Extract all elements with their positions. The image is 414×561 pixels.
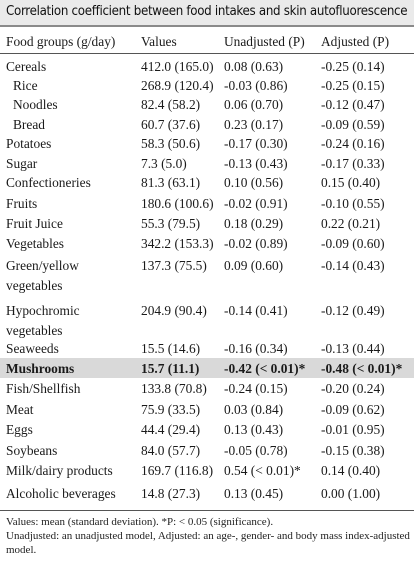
cell-values: 204.9 (90.4) [141, 303, 207, 318]
cell-food: Potatoes [6, 136, 52, 151]
cell-food: Soybeans [6, 443, 58, 458]
cell-unadjusted: -0.02 (0.91) [224, 196, 288, 211]
cell-values: 58.3 (50.6) [141, 136, 201, 151]
cell-values: 75.9 (33.5) [141, 402, 201, 417]
cell-adjusted: 0.22 (0.21) [321, 216, 381, 231]
cell-food-line2: vegetables [6, 278, 63, 293]
cell-unadjusted: -0.03 (0.86) [224, 78, 288, 93]
cell-food: Seaweeds [6, 341, 59, 356]
col-header-values: Values [141, 34, 177, 49]
cell-values: 268.9 (120.4) [141, 78, 214, 93]
table-bottom-rule [0, 510, 414, 511]
cell-unadjusted: 0.09 (0.60) [224, 258, 284, 273]
cell-adjusted: -0.24 (0.16) [321, 136, 385, 151]
cell-adjusted: -0.09 (0.60) [321, 236, 385, 251]
cell-unadjusted: -0.24 (0.15) [224, 381, 288, 396]
header-rule [0, 53, 414, 54]
cell-food: Fruits [6, 196, 38, 211]
col-header-adjusted: Adjusted (P) [321, 33, 389, 50]
cell-food: Alcoholic beverages [6, 486, 116, 501]
cell-food: Hypochromic [6, 303, 80, 318]
cell-unadjusted: 0.10 (0.56) [224, 175, 284, 190]
note-line-1: Values: mean (standard deviation). *P: <… [6, 516, 274, 528]
cell-unadjusted: -0.13 (0.43) [224, 156, 288, 171]
cell-food: Bread [13, 117, 45, 132]
cell-values: 82.4 (58.2) [141, 97, 201, 112]
cell-adjusted: -0.14 (0.43) [321, 258, 385, 273]
title-bar: Correlation coefficient between food int… [0, 0, 414, 27]
cell-adjusted: -0.25 (0.14) [321, 59, 385, 74]
cell-food: Fruit Juice [6, 216, 63, 231]
note-line-2: Unadjusted: an unadjusted model, Adjuste… [6, 530, 410, 556]
cell-values: 60.7 (37.6) [141, 117, 201, 132]
cell-food: Eggs [6, 422, 33, 437]
col-header-unadjusted: Unadjusted (P) [224, 33, 305, 50]
cell-values: 55.3 (79.5) [141, 216, 201, 231]
cell-food: Milk/dairy products [6, 463, 113, 478]
cell-adjusted: -0.12 (0.49) [321, 303, 385, 318]
cell-food: Fish/Shellfish [6, 381, 81, 396]
cell-values: 133.8 (70.8) [141, 381, 207, 396]
cell-food: Rice [13, 78, 38, 93]
cell-food: Cereals [6, 59, 47, 74]
cell-unadjusted: 0.03 (0.84) [224, 402, 284, 417]
cell-values: 44.4 (29.4) [141, 422, 201, 437]
cell-values: 342.2 (153.3) [141, 236, 214, 251]
highlight-row-bg [0, 358, 414, 378]
cell-unadjusted: -0.16 (0.34) [224, 341, 288, 356]
cell-adjusted: -0.17 (0.33) [321, 156, 385, 171]
cell-adjusted: 0.00 (1.00) [321, 486, 381, 501]
cell-adjusted: -0.01 (0.95) [321, 422, 385, 437]
table-notes: Values: mean (standard deviation). *P: <… [6, 515, 410, 557]
col-header-food: Food groups (g/day) [6, 34, 116, 49]
cell-values: 14.8 (27.3) [141, 486, 201, 501]
cell-adjusted: -0.13 (0.44) [321, 341, 385, 356]
cell-values: 15.5 (14.6) [141, 341, 201, 356]
cell-unadjusted: -0.42 (< 0.01)* [224, 361, 306, 376]
cell-food: Vegetables [6, 236, 65, 251]
cell-adjusted: -0.12 (0.47) [321, 97, 385, 112]
cell-adjusted: -0.20 (0.24) [321, 381, 385, 396]
cell-unadjusted: 0.23 (0.17) [224, 117, 284, 132]
cell-adjusted: 0.15 (0.40) [321, 175, 381, 190]
cell-unadjusted: 0.08 (0.63) [224, 59, 284, 74]
cell-unadjusted: -0.02 (0.89) [224, 236, 288, 251]
cell-unadjusted: -0.17 (0.30) [224, 136, 288, 151]
cell-values: 137.3 (75.5) [141, 258, 207, 273]
cell-unadjusted: 0.18 (0.29) [224, 216, 284, 231]
cell-adjusted: 0.14 (0.40) [321, 463, 381, 478]
cell-unadjusted: -0.14 (0.41) [224, 303, 288, 318]
cell-values: 15.7 (11.1) [141, 361, 200, 376]
cell-food: Meat [6, 402, 34, 417]
cell-values: 169.7 (116.8) [141, 463, 214, 478]
cell-food: Sugar [6, 156, 38, 171]
cell-food: Noodles [13, 97, 58, 112]
cell-unadjusted: 0.13 (0.43) [224, 422, 284, 437]
cell-adjusted: -0.15 (0.38) [321, 443, 385, 458]
cell-unadjusted: 0.13 (0.45) [224, 486, 284, 501]
cell-values: 84.0 (57.7) [141, 443, 201, 458]
cell-values: 180.6 (100.6) [141, 196, 214, 211]
cell-adjusted: -0.09 (0.62) [321, 402, 385, 417]
table-title: Correlation coefficient between food int… [6, 4, 408, 19]
cell-food: Mushrooms [6, 361, 75, 376]
cell-values: 81.3 (63.1) [141, 175, 201, 190]
cell-adjusted: -0.48 (< 0.01)* [321, 361, 403, 376]
cell-food: Green/yellow [6, 258, 79, 273]
cell-adjusted: -0.25 (0.15) [321, 78, 385, 93]
cell-unadjusted: 0.54 (< 0.01)* [224, 463, 301, 478]
col-header-adjusted-text: Adjusted (P) [321, 34, 390, 49]
cell-adjusted: -0.09 (0.59) [321, 117, 385, 132]
cell-values: 7.3 (5.0) [141, 156, 187, 171]
cell-unadjusted: -0.05 (0.78) [224, 443, 288, 458]
cell-food-line2: vegetables [6, 323, 63, 338]
cell-values: 412.0 (165.0) [141, 59, 214, 74]
cell-adjusted: -0.10 (0.55) [321, 196, 385, 211]
cell-unadjusted: 0.06 (0.70) [224, 97, 284, 112]
col-header-unadjusted-text: Unadjusted (P) [224, 34, 305, 49]
cell-food: Confectioneries [6, 175, 91, 190]
